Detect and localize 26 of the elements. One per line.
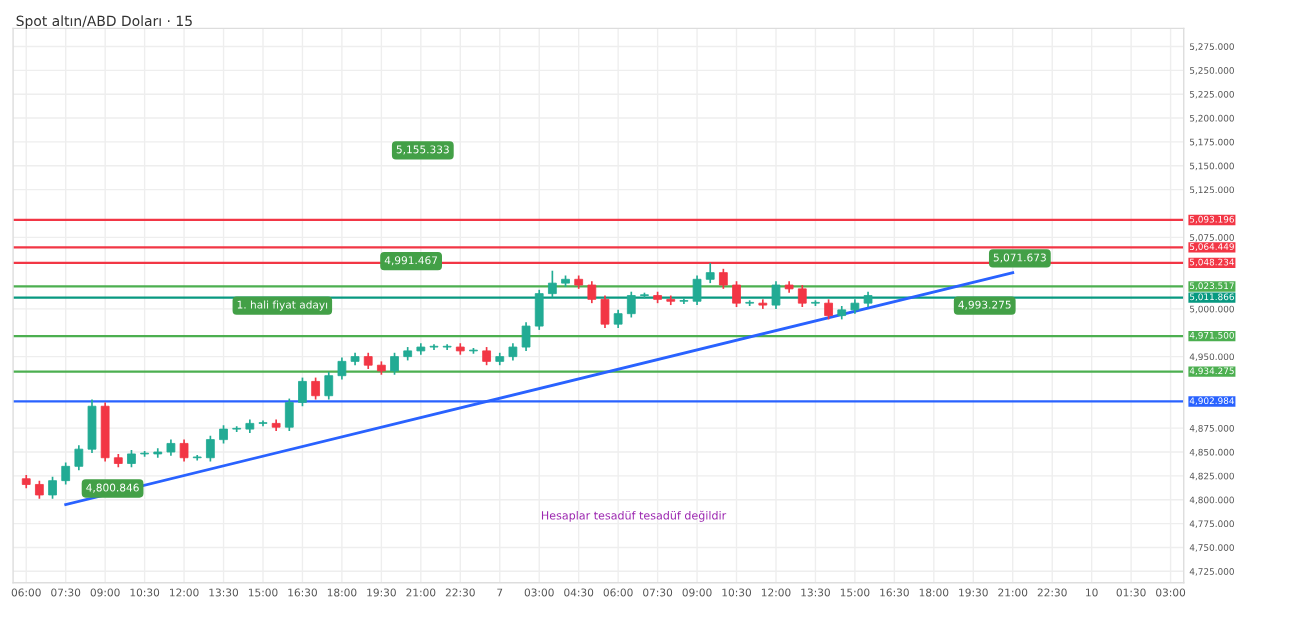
candlestick	[298, 376, 307, 408]
candlestick	[390, 351, 399, 376]
candlestick	[284, 397, 294, 432]
candlestick	[74, 444, 84, 471]
candlestick	[61, 461, 71, 486]
candlestick	[771, 280, 781, 310]
candlestick	[613, 309, 623, 329]
candlestick	[87, 398, 97, 454]
candlestick	[824, 298, 833, 321]
candlestick	[35, 479, 44, 500]
candlestick	[600, 294, 610, 329]
candlestick	[705, 262, 715, 284]
candlestick	[797, 284, 807, 308]
candlestick	[324, 371, 334, 401]
candlestick	[482, 346, 491, 367]
candlestick	[48, 475, 57, 500]
candlestick	[219, 424, 228, 445]
candlestick	[311, 376, 320, 401]
candlestick	[534, 288, 544, 331]
candlestick	[719, 267, 728, 290]
candlestick	[587, 280, 597, 304]
candlestick	[626, 290, 636, 319]
candlestick	[732, 280, 741, 308]
candlestick	[179, 438, 189, 463]
candlestick	[206, 434, 215, 463]
candlestick	[548, 269, 557, 299]
